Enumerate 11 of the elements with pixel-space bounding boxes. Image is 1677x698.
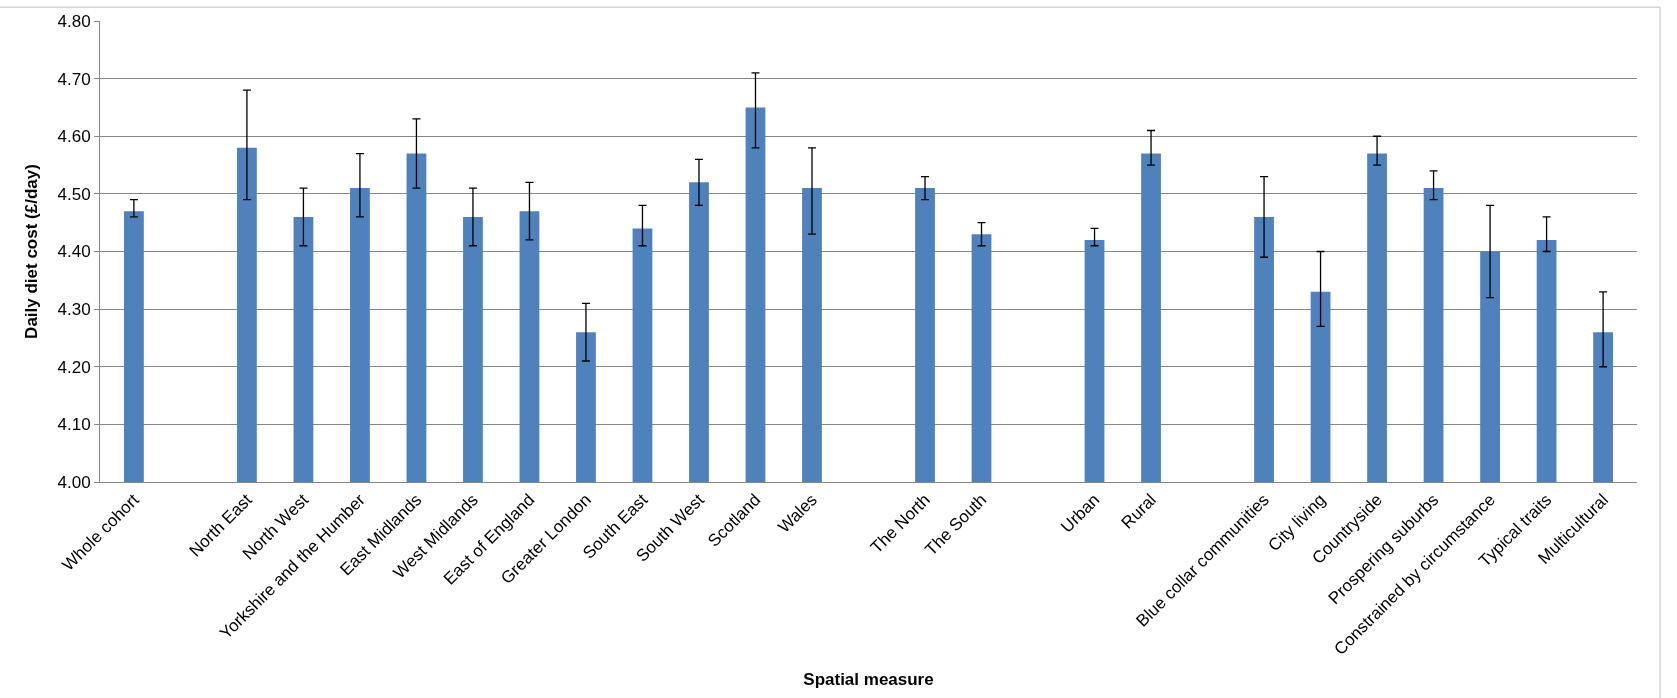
y-tick-label: 4.10 — [57, 415, 91, 435]
y-tick-label: 4.50 — [57, 184, 91, 204]
x-axis-title: Spatial measure — [803, 670, 934, 690]
y-tick-label: 4.20 — [57, 357, 91, 377]
y-tick-label: 4.30 — [57, 300, 91, 320]
y-tick-label: 4.70 — [57, 69, 91, 89]
y-tick-label: 4.60 — [57, 127, 91, 147]
y-tick-label: 4.40 — [57, 242, 91, 262]
y-tick-label: 4.00 — [57, 472, 91, 492]
y-tick-label: 4.80 — [57, 11, 91, 31]
y-axis-title: Daily diet cost (£/day) — [22, 164, 42, 339]
